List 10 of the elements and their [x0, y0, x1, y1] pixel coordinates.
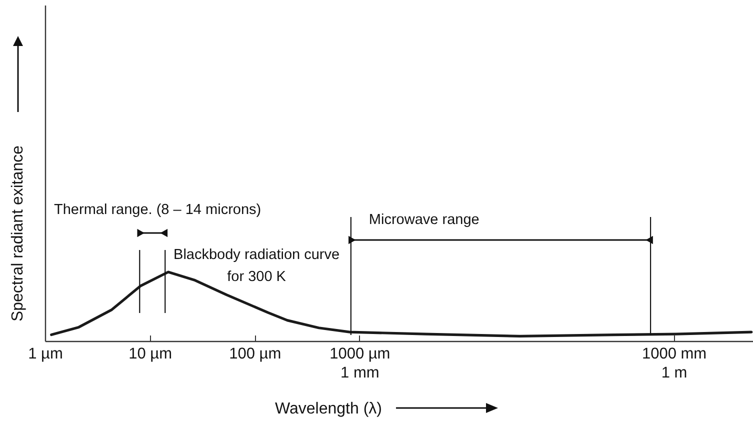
x-tick-label: 1 µm	[28, 346, 63, 362]
legend-label: Blackbody radiation curve for 300 K	[174, 246, 340, 285]
text: Microwave range	[368, 212, 480, 228]
x-axis-title: Wavelength (λ)	[275, 400, 382, 418]
x-tick-label: 100 µm	[229, 346, 282, 362]
text: Thermal range. (8 – 14 microns)	[54, 202, 262, 218]
x-tick-label: 10 µm	[128, 346, 172, 362]
x-tick-label: 1000 mm 1 m	[642, 346, 707, 382]
y-axis-title: Spectral radiant exitance	[10, 145, 26, 322]
x-tick-label: 1000 µm 1 mm	[330, 346, 390, 382]
